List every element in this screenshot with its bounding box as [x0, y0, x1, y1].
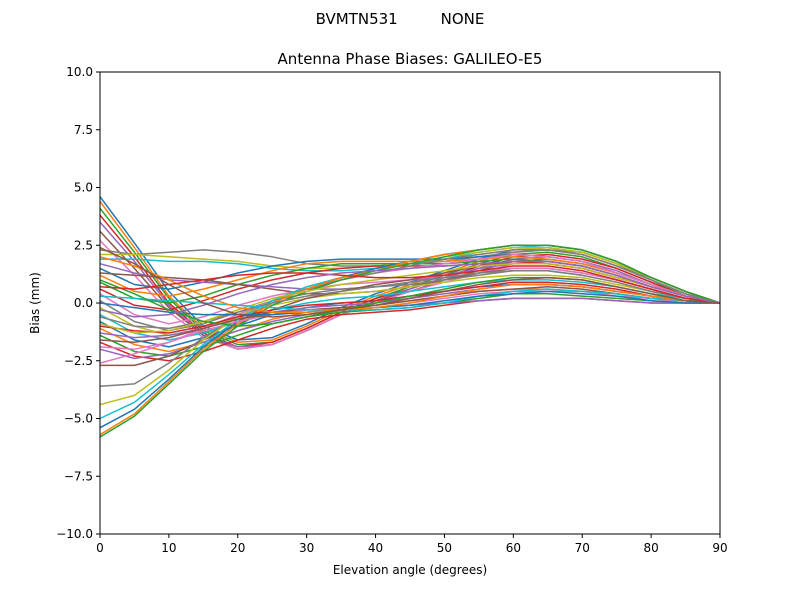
- x-tick-label: 60: [506, 541, 521, 555]
- chart-title: Antenna Phase Biases: GALILEO-E5: [278, 50, 543, 68]
- y-tick-label: 7.5: [74, 123, 93, 137]
- y-tick-label: −10.0: [56, 527, 93, 541]
- x-tick-label: 70: [575, 541, 590, 555]
- series-line-46: [99, 246, 721, 318]
- y-tick-label: −7.5: [64, 469, 93, 483]
- series-layer: [99, 196, 721, 438]
- x-tick-label: 90: [712, 541, 727, 555]
- y-axis-label: Bias (mm): [28, 272, 42, 334]
- y-tick-label: 2.5: [74, 238, 93, 252]
- y-tick-label: −5.0: [64, 412, 93, 426]
- x-tick-label: 40: [368, 541, 383, 555]
- series-line-42: [99, 256, 721, 313]
- series-line-28: [99, 249, 721, 387]
- y-tick-label: 0.0: [74, 296, 93, 310]
- y-tick-label: 10.0: [66, 65, 93, 79]
- series-line-44: [99, 265, 721, 304]
- x-tick-label: 30: [299, 541, 314, 555]
- y-tick-label: 5.0: [74, 181, 93, 195]
- figure-suptitle: BVMTN531 NONE: [316, 10, 485, 28]
- x-axis-label: Elevation angle (degrees): [333, 563, 487, 577]
- x-tick-label: 50: [437, 541, 452, 555]
- series-line-33: [99, 244, 721, 438]
- x-tick-label: 0: [96, 541, 104, 555]
- x-tick-label: 20: [230, 541, 245, 555]
- y-axis-ticks: −10.0 −7.5 −5.0 −2.5 0.0 2.5 5.0 7.5 10.0: [56, 65, 100, 541]
- y-tick-label: −2.5: [64, 354, 93, 368]
- x-tick-label: 80: [643, 541, 658, 555]
- series-line-41: [99, 290, 720, 316]
- series-line-45: [99, 260, 721, 318]
- x-tick-label: 10: [161, 541, 176, 555]
- x-axis-ticks: 0 10 20 30 40 50 60 70 80 90: [96, 534, 728, 555]
